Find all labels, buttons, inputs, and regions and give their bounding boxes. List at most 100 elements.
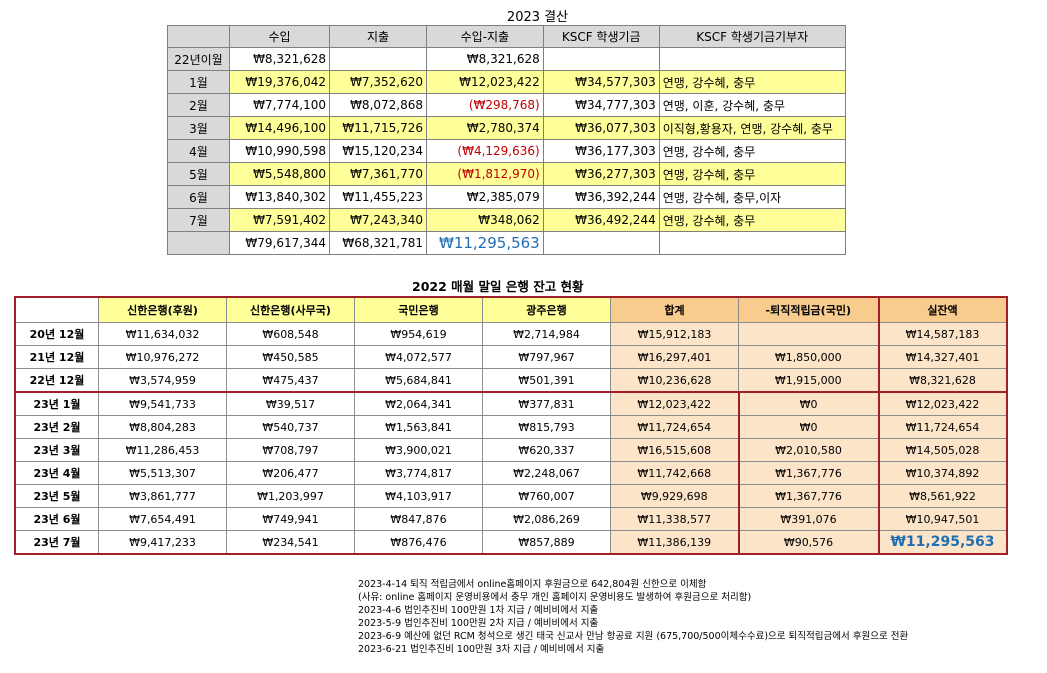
balance-cell: ₩4,103,917 <box>354 484 483 508</box>
balance-row-label: 23년 6월 <box>14 507 99 531</box>
settlement-cell-donors: 연맹, 강수혜, 충무,이자 <box>658 185 846 209</box>
balance-cell: ₩8,561,922 <box>877 484 1007 508</box>
balance-header-cell: 국민은행 <box>354 296 483 323</box>
balance-row-label: 21년 12월 <box>14 345 99 369</box>
settlement-cell-diff: ₩8,321,628 <box>426 47 544 71</box>
balance-cell: ₩12,023,422 <box>877 391 1007 416</box>
settlement-row: 3월 ₩14,496,100 ₩11,715,726 ₩2,780,374 ₩36,07… <box>167 116 846 140</box>
settlement-cell-expense: ₩8,072,868 <box>329 93 427 117</box>
balance-cell: ₩2,714,984 <box>482 322 611 346</box>
settlement-row: 22년이월 ₩8,321,628 ₩8,321,628 <box>167 47 846 71</box>
settlement-row: 2월 ₩7,774,100 ₩8,072,868 (₩298,768) ₩34,777,… <box>167 93 846 117</box>
balance-cell: ₩760,007 <box>482 484 611 508</box>
balance-header-cell: 실잔액 <box>877 296 1007 323</box>
settlement-cell-fund: ₩36,277,303 <box>542 162 660 186</box>
balance-cell: ₩206,477 <box>226 461 355 485</box>
balance-header-cell: -퇴직적립금(국민) <box>738 296 879 323</box>
balance-cell: ₩12,023,422 <box>610 391 739 416</box>
balance-row-label: 22년 12월 <box>14 368 99 393</box>
settlement-cell-donors: 연맹, 이훈, 강수혜, 충무 <box>658 93 846 117</box>
settlement-cell-fund: ₩34,777,303 <box>542 93 660 117</box>
balance-row-label: 23년 2월 <box>14 415 99 439</box>
balance-cell: ₩11,724,654 <box>610 415 739 439</box>
balance-header-cell: 합계 <box>610 296 739 323</box>
balance-cell: ₩876,476 <box>354 530 483 555</box>
settlement-cell-income: ₩7,591,402 <box>229 208 330 232</box>
balance-cell: ₩11,386,139 <box>610 530 739 555</box>
balance-cell: ₩5,684,841 <box>354 368 483 393</box>
settlement-cell-donors: 연맹, 강수혜, 충무 <box>658 208 846 232</box>
balance-row-label: 23년 3월 <box>14 438 99 462</box>
balance-cell: ₩2,086,269 <box>482 507 611 531</box>
balance-row-label: 23년 7월 <box>14 530 99 555</box>
balance-cell: ₩540,737 <box>226 415 355 439</box>
balance-row: 20년 12월 ₩11,634,032 ₩608,548 ₩954,619 ₩2,714… <box>14 322 1007 346</box>
balance-cell: ₩16,297,401 <box>610 345 739 369</box>
balance-row-label: 23년 5월 <box>14 484 99 508</box>
balance-cell: ₩8,321,628 <box>877 368 1007 393</box>
balance-cell: ₩4,072,577 <box>354 345 483 369</box>
balance-header-row: 신한은행(후원) 신한은행(사무국) 국민은행 광주은행 합계 -퇴직적립금(국민) 실잔액 <box>14 296 1007 323</box>
settlement-title: 2023 결산 <box>506 10 569 25</box>
balance-header-cell: 신한은행(후원) <box>98 296 227 323</box>
settlement-cell-diff: (₩298,768) <box>426 93 544 117</box>
balance-cell: ₩3,900,021 <box>354 438 483 462</box>
balance-cell: ₩0 <box>737 391 879 416</box>
balance-row: 23년 1월 ₩9,541,733 ₩39,517 ₩2,064,341 ₩377,83… <box>14 391 1007 416</box>
settlement-cell-diff: ₩2,780,374 <box>426 116 544 140</box>
balance-cell: ₩1,203,997 <box>226 484 355 508</box>
balance-cell: ₩391,076 <box>737 507 879 531</box>
balance-cell: ₩14,505,028 <box>877 438 1007 462</box>
settlement-cell-fund: ₩36,077,303 <box>542 116 660 140</box>
balance-cell: ₩377,831 <box>482 391 611 416</box>
settlement-cell-donors <box>658 47 846 71</box>
settlement-cell-income: ₩8,321,628 <box>229 47 330 71</box>
settlement-cell-income: ₩7,774,100 <box>229 93 330 117</box>
settlement-cell-income: ₩14,496,100 <box>229 116 330 140</box>
balance-cell: ₩11,634,032 <box>98 322 227 346</box>
settlement-row: 5월 ₩5,548,800 ₩7,361,770 (₩1,812,970) ₩36,27… <box>167 162 846 186</box>
balance-cell: ₩9,417,233 <box>98 530 227 555</box>
settlement-cell-donors: 이직형,황용자, 연맹, 강수혜, 충무 <box>658 116 846 140</box>
balance-cell: ₩749,941 <box>226 507 355 531</box>
settlement-cell-income: ₩13,840,302 <box>229 185 330 209</box>
balance-cell: ₩11,286,453 <box>98 438 227 462</box>
balance-cell: ₩14,327,401 <box>877 345 1007 369</box>
settlement-cell-diff: (₩4,129,636) <box>426 139 544 163</box>
balance-row-label: 23년 1월 <box>14 391 99 416</box>
balance-cell: ₩8,804,283 <box>98 415 227 439</box>
settlement-cell-label: 6월 <box>167 185 230 209</box>
balance-corner-cell <box>14 296 99 323</box>
settlement-header-cell: 수입 <box>229 25 330 48</box>
note-line: 2023-4-6 법인추진비 100만원 1차 지급 / 예비비에서 지출 <box>358 605 599 616</box>
balance-cell: ₩11,742,668 <box>610 461 739 485</box>
settlement-total-empty <box>542 231 660 255</box>
balance-cell: ₩815,793 <box>482 415 611 439</box>
balance-cell: ₩11,295,563 <box>877 530 1007 555</box>
balance-header-cell: 신한은행(사무국) <box>226 296 355 323</box>
settlement-cell-fund: ₩34,577,303 <box>542 70 660 94</box>
balance-row: 23년 2월 ₩8,804,283 ₩540,737 ₩1,563,841 ₩815,7… <box>14 415 1007 439</box>
settlement-row: 7월 ₩7,591,402 ₩7,243,340 ₩348,062 ₩36,492,24… <box>167 208 846 232</box>
settlement-cell-label: 2월 <box>167 93 230 117</box>
balance-cell <box>738 322 879 346</box>
balance-header-cell: 광주은행 <box>482 296 611 323</box>
note-line: (사유: online 홈페이지 운영비용에서 충무 개인 홈페이지 운영비용도… <box>358 592 752 603</box>
settlement-header-row: 수입 지출 수입-지출 KSCF 학생기금 KSCF 학생기금기부자 <box>167 25 846 48</box>
settlement-cell-expense: ₩7,352,620 <box>329 70 427 94</box>
balance-cell: ₩1,367,776 <box>737 461 879 485</box>
balance-row: 23년 6월 ₩7,654,491 ₩749,941 ₩847,876 ₩2,086,2… <box>14 507 1007 531</box>
note-line: 2023-6-9 예산에 없던 RCM 청석으로 생긴 태국 신교사 만남 항공… <box>358 631 909 642</box>
settlement-cell-label: 22년이월 <box>167 47 230 71</box>
settlement-total-diff: ₩11,295,563 <box>426 231 544 255</box>
balance-cell: ₩10,947,501 <box>877 507 1007 531</box>
total-label-cell <box>167 231 230 255</box>
balance-cell: ₩1,367,776 <box>737 484 879 508</box>
settlement-row: 6월 ₩13,840,302 ₩11,455,223 ₩2,385,079 ₩36,39… <box>167 185 846 209</box>
balance-title: 2022 매월 말일 은행 잔고 현황 <box>412 279 584 294</box>
note-line: 2023-5-9 법인추진비 100만원 2차 지급 / 예비비에서 지출 <box>358 618 599 629</box>
balance-cell: ₩3,774,817 <box>354 461 483 485</box>
balance-cell: ₩847,876 <box>354 507 483 531</box>
balance-table: 신한은행(후원) 신한은행(사무국) 국민은행 광주은행 합계 -퇴직적립금(국민) 실잔액… <box>14 296 1008 555</box>
settlement-total-row: ₩79,617,344 ₩68,321,781 ₩11,295,563 <box>167 231 846 255</box>
